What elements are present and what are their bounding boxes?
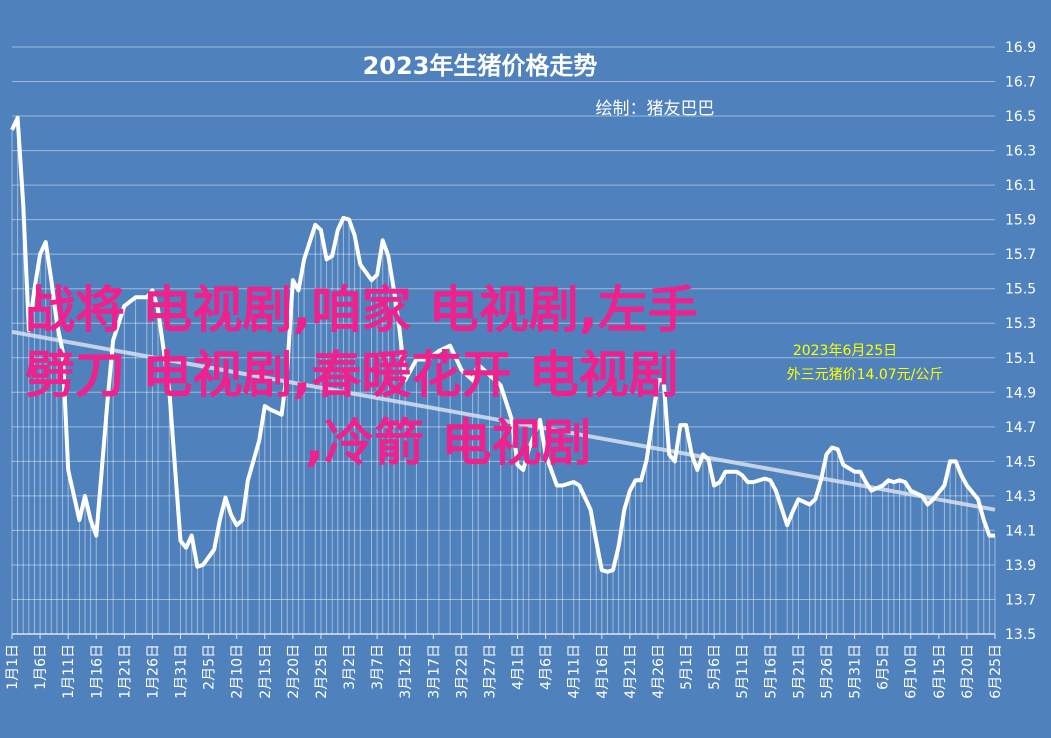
x-tick-label: 6月15日 [932, 644, 948, 699]
x-tick-label: 4月16日 [595, 644, 611, 699]
y-tick-label: 16.7 [1005, 75, 1036, 91]
x-tick-label: 1月6日 [33, 644, 49, 690]
y-tick-label: 15.5 [1005, 282, 1036, 298]
x-tick-label: 2月25日 [314, 644, 330, 699]
y-tick-label: 15.9 [1005, 213, 1036, 229]
y-tick-label: 16.9 [1005, 40, 1036, 56]
x-tick-label: 4月6日 [539, 644, 555, 690]
annotation: 2023年6月25日 [793, 343, 897, 359]
x-tick-label: 1月16日 [89, 644, 105, 699]
x-tick-label: 4月1日 [511, 644, 527, 690]
x-tick-label: 2月15日 [258, 644, 274, 699]
y-tick-label: 15.3 [1005, 316, 1036, 332]
x-tick-label: 3月2日 [342, 644, 358, 690]
x-tick-label: 5月11日 [735, 644, 751, 699]
y-tick-label: 13.7 [1005, 592, 1036, 608]
y-tick-label: 13.9 [1005, 558, 1036, 574]
y-tick-label: 14.5 [1005, 454, 1036, 470]
chart-subtitle: 绘制：猪友巴巴 [596, 99, 715, 119]
overlay-text: 战将 电视剧,咱家 电视剧,左手 [25, 281, 698, 339]
x-tick-label: 3月27日 [482, 644, 498, 699]
x-tick-label: 4月11日 [567, 644, 583, 699]
x-tick-label: 5月1日 [679, 644, 695, 690]
price-line [10, 115, 995, 574]
x-tick-label: 3月7日 [370, 644, 386, 690]
chart-title: 2023年生猪价格走势 [363, 52, 598, 80]
x-tick-label: 5月31日 [848, 644, 864, 699]
overlay-text: 劈刀 电视剧,春暖花开 电视剧 [25, 346, 679, 404]
x-tick-label: 1月11日 [61, 644, 77, 699]
annotation: 外三元猪价14.07元/公斤 [787, 367, 944, 383]
x-tick-label: 1月21日 [117, 644, 133, 699]
x-tick-label: 6月10日 [904, 644, 920, 699]
x-tick-label: 3月17日 [426, 644, 442, 699]
y-tick-label: 16.3 [1005, 144, 1036, 160]
x-tick-label: 4月26日 [651, 644, 667, 699]
x-tick-label: 5月26日 [819, 644, 835, 699]
drop-lines [11, 117, 996, 634]
x-tick-label: 1月1日 [5, 644, 21, 690]
y-tick-label: 14.1 [1005, 523, 1036, 539]
y-tick-label: 16.1 [1005, 178, 1036, 194]
y-tick-label: 13.5 [1005, 627, 1036, 643]
y-tick-label: 14.9 [1005, 385, 1036, 401]
x-tick-label: 4月21日 [623, 644, 639, 699]
y-tick-label: 14.7 [1005, 420, 1036, 436]
x-tick-label: 5月16日 [763, 644, 779, 699]
y-tick-label: 15.1 [1005, 351, 1036, 367]
y-tick-label: 16.5 [1005, 109, 1036, 125]
x-tick-label: 6月5日 [876, 644, 892, 690]
x-tick-label: 6月20日 [960, 644, 976, 699]
x-tick-label: 5月6日 [707, 644, 723, 690]
x-tick-label: 3月22日 [454, 644, 470, 699]
x-tick-label: 5月21日 [791, 644, 807, 699]
y-tick-label: 14.3 [1005, 489, 1036, 505]
x-tick-label: 3月12日 [398, 644, 414, 699]
x-tick-label: 2月20日 [286, 644, 302, 699]
x-tick-label: 6月25日 [988, 644, 1004, 699]
x-tick-label: 2月5日 [202, 644, 218, 690]
x-tick-label: 2月10日 [230, 644, 246, 699]
overlay-text: ,冷箭 电视剧 [305, 414, 592, 472]
trend-line [11, 329, 996, 512]
x-tick-label: 1月26日 [145, 644, 161, 699]
x-tick-label: 1月31日 [174, 644, 190, 699]
y-tick-label: 15.7 [1005, 247, 1036, 263]
